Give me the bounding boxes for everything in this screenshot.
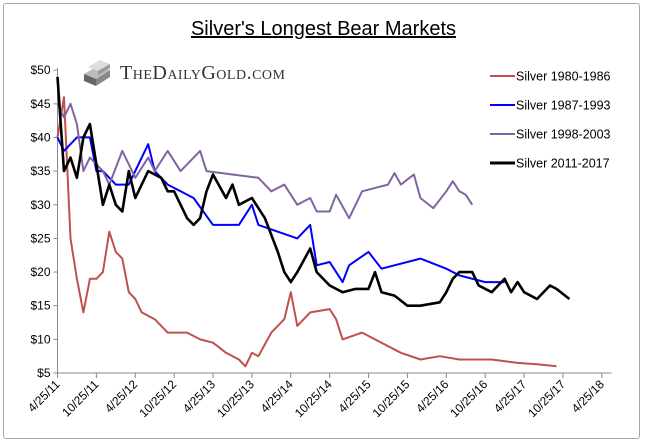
y-tick-label: $35	[30, 164, 50, 178]
x-tick-label: 10/25/13	[214, 377, 257, 420]
y-tick-label: $25	[30, 231, 50, 245]
series-line-silver-1998-2003	[56, 102, 474, 220]
x-tick-label: 4/25/18	[569, 377, 607, 415]
x-tick-label: 4/25/13	[180, 377, 218, 415]
logo: TheDailyGold.com	[80, 58, 285, 88]
y-tick-label: $10	[30, 332, 50, 346]
series-line-silver-1980-1986	[56, 96, 557, 368]
y-tick-label: $5	[37, 366, 51, 380]
y-tick-label: $30	[30, 198, 50, 212]
logo-text: TheDailyGold.com	[120, 61, 286, 84]
legend-label: Silver 1987-1993	[516, 99, 611, 113]
x-tick-label: 4/25/12	[102, 377, 140, 415]
x-tick-label: 4/25/16	[413, 377, 451, 415]
x-tick-label: 4/25/15	[335, 377, 373, 415]
x-tick-label: 10/25/16	[447, 377, 490, 420]
x-tick-label: 10/25/11	[59, 377, 102, 420]
legend-label: Silver 1980-1986	[516, 70, 611, 84]
legend-label: Silver 2011-2017	[516, 157, 610, 171]
x-tick-label: 10/25/15	[370, 377, 413, 420]
y-tick-label: $45	[30, 97, 50, 111]
x-tick-label: 10/25/17	[525, 377, 568, 420]
x-tick-label: 10/25/12	[136, 377, 179, 420]
chart-border	[3, 3, 640, 439]
legend-label: Silver 1998-2003	[516, 128, 611, 142]
y-tick-label: $50	[30, 63, 50, 77]
x-tick-label: 4/25/17	[491, 377, 529, 415]
y-tick-label: $40	[30, 130, 50, 144]
x-tick-label: 4/25/14	[258, 377, 296, 415]
y-tick-label: $15	[30, 299, 50, 313]
x-tick-label: 10/25/14	[292, 377, 335, 420]
silver-bars-icon	[84, 60, 110, 86]
series-line-silver-2011-2017	[56, 76, 571, 307]
chart-title: Silver's Longest Bear Markets	[190, 18, 457, 40]
x-tick-label: 4/25/11	[25, 377, 63, 415]
y-tick-label: $20	[30, 265, 50, 279]
